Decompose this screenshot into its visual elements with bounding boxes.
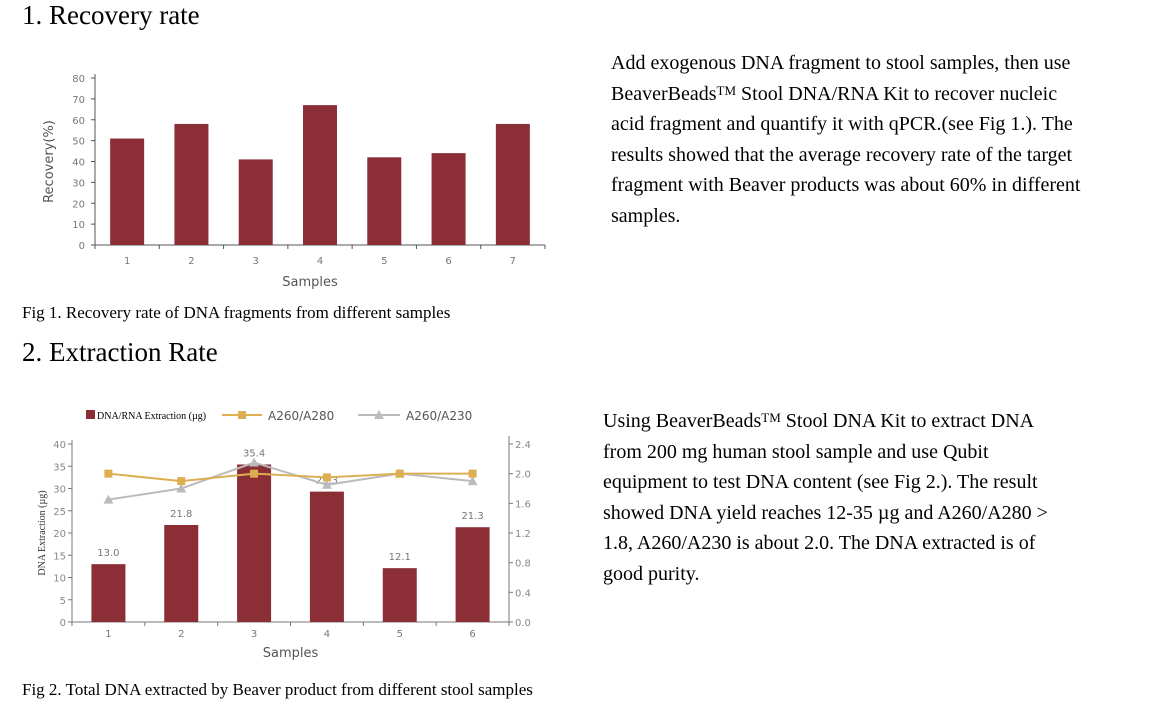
fig2-caption: Fig 2. Total DNA extracted by Beaver pro… <box>22 680 533 699</box>
x-tick-label: 3 <box>251 629 257 640</box>
x-tick-label: 5 <box>381 256 387 267</box>
y2-tick-label: 1.2 <box>515 529 531 540</box>
legend-a260-a280-label: A260/A280 <box>268 409 334 423</box>
a260-a280-point <box>177 477 186 486</box>
x-axis-label: Samples <box>263 646 319 661</box>
y2-tick-label: 0.4 <box>515 588 531 599</box>
a260-a280-point <box>322 473 331 482</box>
a260-a280-point <box>468 469 477 478</box>
legend-bar-swatch <box>86 410 95 419</box>
a260-a280-point <box>250 469 259 478</box>
bar-sample-1 <box>91 564 126 622</box>
bar-sample-5 <box>367 157 402 245</box>
a260-a280-line <box>108 472 473 483</box>
y-tick-label: 60 <box>72 116 85 127</box>
x-axis-label: Samples <box>282 275 338 290</box>
y-tick-label: 30 <box>53 485 66 496</box>
bar-sample-2 <box>164 524 199 622</box>
y-tick-label: 80 <box>72 74 85 85</box>
x-tick-label: 4 <box>317 256 323 267</box>
y-axis-label: DNA Extraction (µg) <box>37 490 48 575</box>
bar-sample-3 <box>238 159 273 245</box>
y-tick-label: 0 <box>79 241 85 252</box>
legend-a260-a230-marker <box>374 410 384 419</box>
y-tick-label: 10 <box>53 574 66 585</box>
a260-a230-point <box>176 483 187 493</box>
bar-sample-1 <box>110 138 145 245</box>
y-tick-label: 15 <box>53 551 66 562</box>
x-tick-label: 6 <box>469 629 475 640</box>
section1-heading: 1. Recovery rate <box>22 0 200 30</box>
y-tick-label: 5 <box>60 596 66 607</box>
bar-data-label: 35.4 <box>243 448 265 459</box>
bar-sample-4 <box>303 105 337 245</box>
x-tick-label: 4 <box>324 629 330 640</box>
bar-data-label: 13.0 <box>97 548 119 559</box>
a260-a230-point <box>103 494 114 504</box>
x-tick-label: 1 <box>105 629 111 640</box>
y-tick-label: 35 <box>53 462 66 473</box>
y-tick-label: 25 <box>53 507 66 518</box>
bar-sample-4 <box>309 491 344 622</box>
bar-sample-6 <box>455 527 490 622</box>
section2-heading: 2. Extraction Rate <box>22 337 218 367</box>
y-tick-label: 70 <box>72 95 85 106</box>
x-tick-label: 5 <box>397 629 403 640</box>
legend-a260-a230-label: A260/A230 <box>406 409 472 423</box>
y-tick-label: 50 <box>72 137 85 148</box>
bar-sample-3 <box>237 464 272 622</box>
y2-tick-label: 0.8 <box>515 559 531 570</box>
a260-a230-point <box>321 479 332 489</box>
bar-sample-6 <box>431 153 466 245</box>
a260-a230-line <box>108 461 473 501</box>
x-tick-label: 6 <box>445 256 451 267</box>
y-tick-label: 20 <box>53 529 66 540</box>
a260-a230-point <box>467 476 478 486</box>
a260-a280-point <box>104 469 113 478</box>
section1-paragraph: Add exogenous DNA fragment to stool samp… <box>611 52 1081 227</box>
bar-sample-2 <box>174 123 209 245</box>
y-tick-label: 10 <box>72 220 85 231</box>
a260-a230-point <box>249 457 260 467</box>
y-tick-label: 40 <box>72 158 85 169</box>
bar-data-label: 21.8 <box>170 509 192 520</box>
y2-tick-label: 0.0 <box>515 618 531 629</box>
x-tick-label: 1 <box>124 256 130 267</box>
legend-bar-label: DNA/RNA Extraction (µg) <box>97 411 206 422</box>
y2-tick-label: 1.6 <box>515 499 531 510</box>
y2-tick-label: 2.0 <box>515 470 531 481</box>
x-tick-label: 2 <box>188 256 194 267</box>
bar-sample-5 <box>382 568 417 622</box>
bar-data-label: 12.1 <box>389 552 411 563</box>
x-tick-label: 7 <box>510 256 516 267</box>
y-tick-label: 20 <box>72 199 85 210</box>
x-tick-label: 3 <box>253 256 259 267</box>
y-tick-label: 0 <box>60 618 66 629</box>
x-tick-label: 2 <box>178 629 184 640</box>
section2-paragraph: Using BeaverBeadsTM Stool DNA Kit to ext… <box>603 410 1048 585</box>
bar-data-label: 21.3 <box>461 511 483 522</box>
legend-a260-a280-marker <box>238 411 246 419</box>
fig1-caption: Fig 1. Recovery rate of DNA fragments fr… <box>22 303 451 322</box>
y2-tick-label: 2.4 <box>515 440 531 451</box>
bar-sample-7 <box>495 123 530 245</box>
y-tick-label: 30 <box>72 178 85 189</box>
y-axis-label: Recovery(%) <box>42 120 57 203</box>
y-tick-label: 40 <box>53 440 66 451</box>
a260-a280-point <box>395 469 404 478</box>
